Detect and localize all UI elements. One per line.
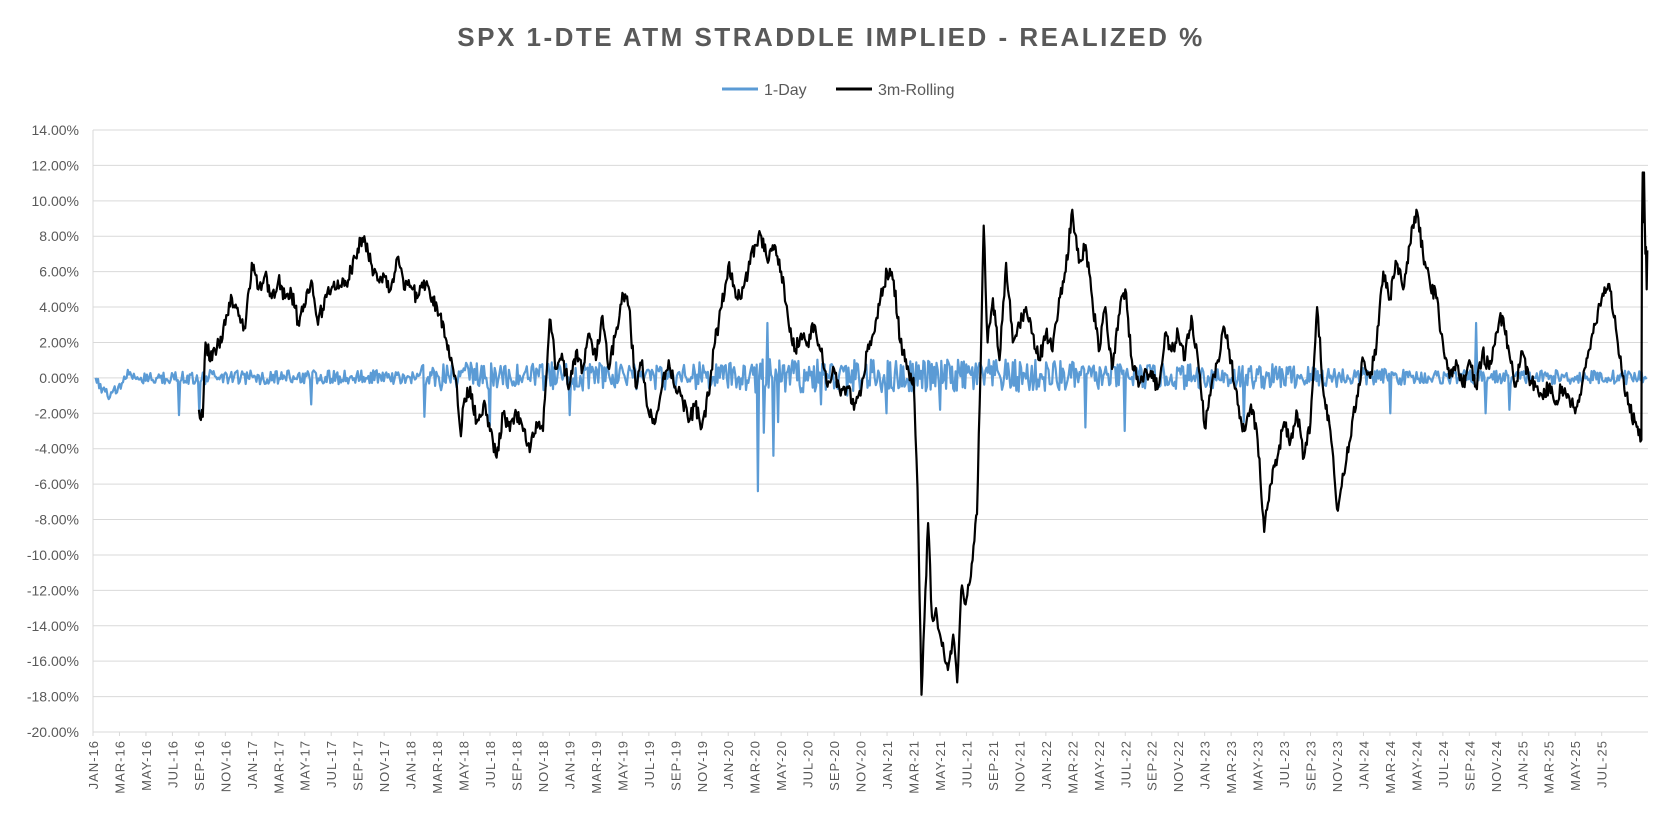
y-tick-label: 14.00%: [32, 122, 79, 138]
y-tick-label: 0.00%: [39, 370, 79, 386]
y-tick-label: 2.00%: [39, 334, 79, 350]
x-tick-label: JAN-18: [404, 740, 419, 789]
x-tick-label: MAY-17: [298, 740, 313, 791]
x-tick-label: JAN-19: [562, 740, 577, 789]
x-tick-label: NOV-22: [1171, 740, 1186, 792]
x-tick-label: SEP-16: [192, 740, 207, 791]
y-tick-label: -4.00%: [35, 441, 79, 457]
x-tick-label: JAN-25: [1515, 740, 1530, 789]
x-tick-label: MAY-22: [1092, 740, 1107, 791]
x-tick-label: MAR-17: [271, 740, 286, 794]
y-tick-label: -18.00%: [27, 689, 79, 705]
x-tick-label: JUL-23: [1277, 740, 1292, 788]
x-tick-label: JUL-17: [324, 740, 339, 788]
x-tick-label: NOV-20: [854, 740, 869, 792]
x-tick-label: SEP-17: [351, 740, 366, 791]
x-tick-label: SEP-19: [668, 740, 683, 791]
x-tick-label: NOV-19: [695, 740, 710, 792]
chart-title: SPX 1-DTE ATM STRADDLE IMPLIED - REALIZE…: [457, 22, 1204, 52]
x-tick-label: MAR-19: [589, 740, 604, 794]
x-tick-label: NOV-21: [1012, 740, 1027, 792]
y-tick-label: -2.00%: [35, 405, 79, 421]
x-tick-label: SEP-20: [827, 740, 842, 791]
x-tick-label: MAR-21: [907, 740, 922, 794]
x-tick-label: SEP-18: [509, 740, 524, 791]
x-tick-label: JAN-21: [880, 740, 895, 789]
x-tick-label: SEP-23: [1304, 740, 1319, 791]
y-tick-label: -8.00%: [35, 512, 79, 528]
x-tick-label: JUL-21: [959, 740, 974, 788]
y-tick-label: 4.00%: [39, 299, 79, 315]
x-tick-label: JUL-25: [1595, 740, 1610, 788]
series-line-3m-rolling: [197, 171, 1649, 696]
x-tick-label: JAN-23: [1198, 740, 1213, 789]
x-tick-label: MAR-22: [1065, 740, 1080, 794]
legend-label-3m-rolling: 3m-Rolling: [878, 82, 954, 99]
x-axis-ticks: JAN-16 MAR-16 MAY-16 JUL-16 SEP-16 NOV-16 JAN-…: [86, 732, 1610, 794]
x-tick-label: MAY-24: [1409, 740, 1424, 791]
x-tick-label: SEP-21: [986, 740, 1001, 791]
x-tick-label: MAY-19: [615, 740, 630, 791]
x-tick-label: MAR-18: [430, 740, 445, 794]
x-tick-label: JAN-20: [721, 740, 736, 789]
x-tick-label: JAN-22: [1039, 740, 1054, 789]
x-tick-label: NOV-17: [377, 740, 392, 792]
x-tick-label: JAN-17: [245, 740, 260, 789]
x-tick-label: JUL-19: [642, 740, 657, 788]
x-tick-label: NOV-18: [536, 740, 551, 792]
y-tick-label: -10.00%: [27, 547, 79, 563]
legend: 1-Day 3m-Rolling: [722, 82, 954, 99]
y-tick-label: 12.00%: [32, 157, 79, 173]
x-tick-label: MAY-16: [139, 740, 154, 791]
x-tick-label: MAR-24: [1383, 740, 1398, 794]
x-tick-label: MAY-23: [1251, 740, 1266, 791]
legend-label-1-day: 1-Day: [764, 82, 807, 99]
x-tick-label: NOV-24: [1489, 740, 1504, 792]
x-tick-label: MAR-23: [1224, 740, 1239, 794]
x-tick-label: JUL-16: [165, 740, 180, 788]
y-tick-label: -16.00%: [27, 653, 79, 669]
y-tick-label: -14.00%: [27, 618, 79, 634]
y-tick-label: -20.00%: [27, 724, 79, 740]
x-tick-label: JAN-24: [1356, 740, 1371, 789]
x-tick-label: NOV-23: [1330, 740, 1345, 792]
x-tick-label: MAY-18: [457, 740, 472, 791]
x-tick-label: JUL-24: [1436, 740, 1451, 788]
x-tick-label: JUL-22: [1118, 740, 1133, 788]
y-tick-label: 10.00%: [32, 193, 79, 209]
x-tick-label: JAN-16: [86, 740, 101, 789]
x-tick-label: MAY-21: [933, 740, 948, 791]
x-tick-label: SEP-24: [1462, 740, 1477, 791]
y-tick-label: 6.00%: [39, 264, 79, 280]
y-tick-label: 8.00%: [39, 228, 79, 244]
x-tick-label: JUL-18: [483, 740, 498, 788]
x-tick-label: MAR-25: [1542, 740, 1557, 794]
x-tick-label: MAY-25: [1568, 740, 1583, 791]
series-layer: [94, 171, 1649, 696]
x-tick-label: NOV-16: [218, 740, 233, 792]
y-axis-ticks: 14.00% 12.00% 10.00% 8.00% 6.00% 4.00% 2.00% 0.…: [27, 122, 79, 740]
y-tick-label: -6.00%: [35, 476, 79, 492]
x-tick-label: JUL-20: [801, 740, 816, 788]
x-tick-label: MAR-16: [112, 740, 127, 794]
x-tick-label: MAY-20: [774, 740, 789, 791]
y-tick-label: -12.00%: [27, 582, 79, 598]
series-line-1-day: [94, 321, 1648, 493]
x-tick-label: SEP-22: [1145, 740, 1160, 791]
x-tick-label: MAR-20: [748, 740, 763, 794]
